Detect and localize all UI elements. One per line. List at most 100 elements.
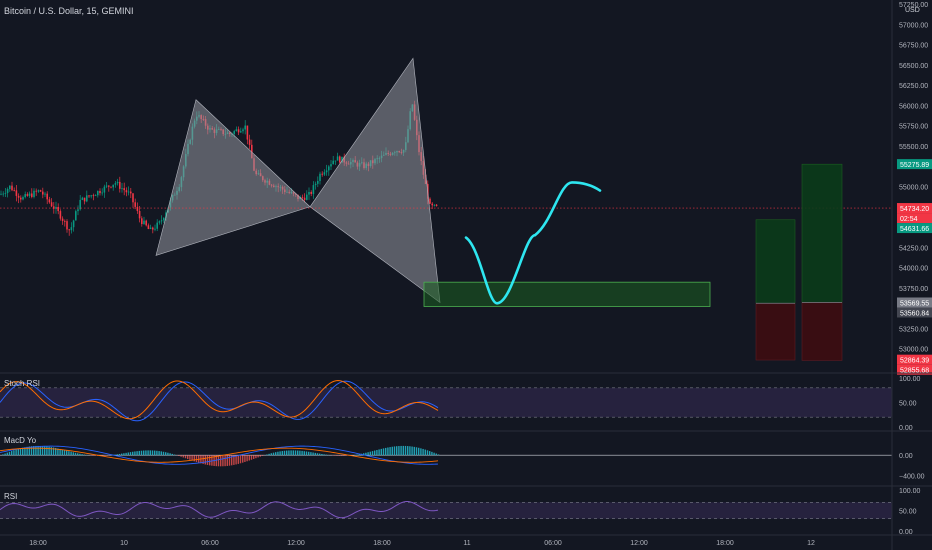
rsi-band (0, 502, 892, 519)
macd-histogram-bar (431, 451, 433, 456)
macd-histogram-bar (4, 453, 6, 456)
candle-body (44, 193, 46, 195)
macd-histogram-bar (215, 455, 217, 467)
macd-histogram-bar (301, 450, 303, 456)
price-tick-label: 54000.00 (899, 266, 928, 273)
candle-body (301, 197, 304, 198)
candle-body (24, 194, 26, 198)
rsi-pane[interactable] (0, 501, 892, 520)
macd-histogram-bar (127, 452, 129, 456)
macd-histogram-bar (387, 447, 389, 456)
indicator-tick-label: 50.00 (899, 509, 917, 516)
macd-histogram-bar (22, 447, 24, 456)
macd-histogram-bar (151, 450, 154, 456)
price-axis[interactable]: 57250.00 57000.00 56750.00 56500.00 56250.00… (891, 0, 932, 550)
macd-histogram-bar (103, 455, 105, 456)
macd-histogram-bar (140, 450, 143, 456)
pattern-xab-triangle (155, 99, 311, 256)
candle-body (310, 191, 312, 194)
position-loss-box (801, 302, 843, 361)
price-pane[interactable] (0, 57, 892, 361)
candle-body (248, 139, 251, 145)
macd-histogram-bar (59, 448, 61, 456)
price-badge-label: 53560.84 (900, 310, 929, 317)
macd-histogram-bar (231, 455, 233, 466)
candle-body (13, 190, 15, 192)
macd-histogram-bar (83, 454, 85, 456)
macd-histogram-bar (272, 452, 275, 456)
price-tick-label: 56500.00 (899, 63, 928, 70)
stoch-rsi-pane[interactable] (0, 380, 892, 422)
candle-body (70, 227, 73, 231)
macd-histogram-bar (46, 446, 48, 456)
candle-body (334, 160, 337, 162)
macd-histogram-bar (30, 446, 33, 456)
price-badge-label: 52855.68 (900, 368, 929, 375)
macd-histogram-bar (292, 450, 294, 456)
candle-body (235, 129, 238, 132)
macd-histogram-bar (268, 453, 270, 456)
candle-body (11, 185, 13, 191)
macd-histogram-bar (246, 455, 248, 462)
macd-histogram-bar (156, 450, 158, 456)
macd-histogram-bar (418, 447, 420, 456)
macd-histogram-bar (178, 455, 180, 456)
macd-histogram-bar (341, 455, 343, 456)
macd-histogram-bar (385, 447, 387, 456)
rsi-series-line (0, 501, 439, 519)
macd-histogram-bar (13, 450, 15, 456)
macd-histogram-bar (422, 448, 424, 456)
candle-body (64, 220, 66, 222)
candle-body (325, 170, 328, 173)
macd-histogram-bar (70, 451, 72, 456)
macd-histogram-bar (404, 445, 407, 456)
macd-histogram-bar (15, 449, 17, 456)
price-tick-label: 54250.00 (899, 245, 928, 252)
macd-histogram-bar (283, 450, 286, 456)
macd-histogram-bar (154, 450, 156, 456)
macd-histogram-bar (28, 446, 30, 456)
candle-body (149, 227, 152, 229)
candle-body (114, 183, 117, 185)
macd-histogram-bar (204, 455, 206, 465)
time-axis[interactable]: 18:00 10 06:00 12:00 18:00 11 06:00 12:00 18:00 1… (29, 540, 815, 547)
indicator-tick-label: 100.00 (899, 376, 921, 383)
macd-histogram-bar (338, 455, 341, 456)
macd-histogram-bar (8, 451, 11, 456)
macd-histogram-bar (365, 452, 367, 456)
price-badge (897, 203, 932, 214)
macd-pane[interactable] (0, 445, 892, 467)
macd-histogram-bar (303, 451, 305, 456)
currency-label: USD (905, 7, 920, 14)
position-loss-box (755, 302, 796, 361)
macd-histogram-bar (325, 454, 327, 456)
candle-body (145, 220, 147, 226)
macd-series-line (0, 445, 439, 465)
macd-histogram-bar (209, 455, 211, 466)
price-badge-label: 54734.20 (900, 206, 929, 213)
pattern-bcd-triangle (309, 57, 441, 304)
macd-histogram-bar (171, 453, 173, 456)
macd-histogram-bar (270, 453, 272, 456)
candle-body (319, 173, 321, 181)
price-badge (897, 307, 932, 318)
macd-histogram-bar (261, 455, 264, 456)
macd-histogram-bar (165, 452, 167, 456)
macd-histogram-bar (35, 445, 37, 456)
macd-histogram-bar (391, 446, 393, 456)
candle-body (431, 203, 433, 206)
macd-histogram-bar (66, 450, 68, 456)
candle-body (112, 184, 114, 188)
macd-histogram-bar (310, 452, 312, 456)
candle-body (17, 195, 20, 198)
macd-histogram-bar (68, 451, 70, 456)
time-tick-label: 06:00 (544, 540, 562, 547)
macd-histogram-bar (134, 451, 136, 456)
candle-body (237, 129, 240, 133)
macd-histogram-bar (125, 452, 127, 456)
time-tick-label: 12:00 (287, 540, 305, 547)
candle-body (90, 195, 92, 197)
macd-histogram-bar (281, 451, 283, 456)
macd-histogram-bar (294, 450, 297, 456)
